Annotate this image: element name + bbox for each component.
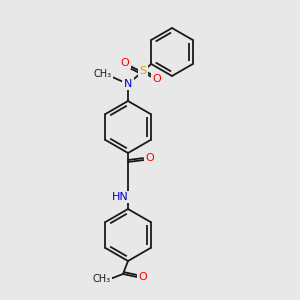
Text: N: N [124, 79, 132, 89]
Text: O: O [121, 58, 129, 68]
Text: CH₃: CH₃ [94, 69, 112, 79]
Text: S: S [140, 66, 147, 76]
Text: HN: HN [112, 192, 128, 202]
Text: O: O [153, 74, 161, 84]
Text: O: O [139, 272, 147, 282]
Text: O: O [146, 153, 154, 163]
Text: CH₃: CH₃ [93, 274, 111, 284]
